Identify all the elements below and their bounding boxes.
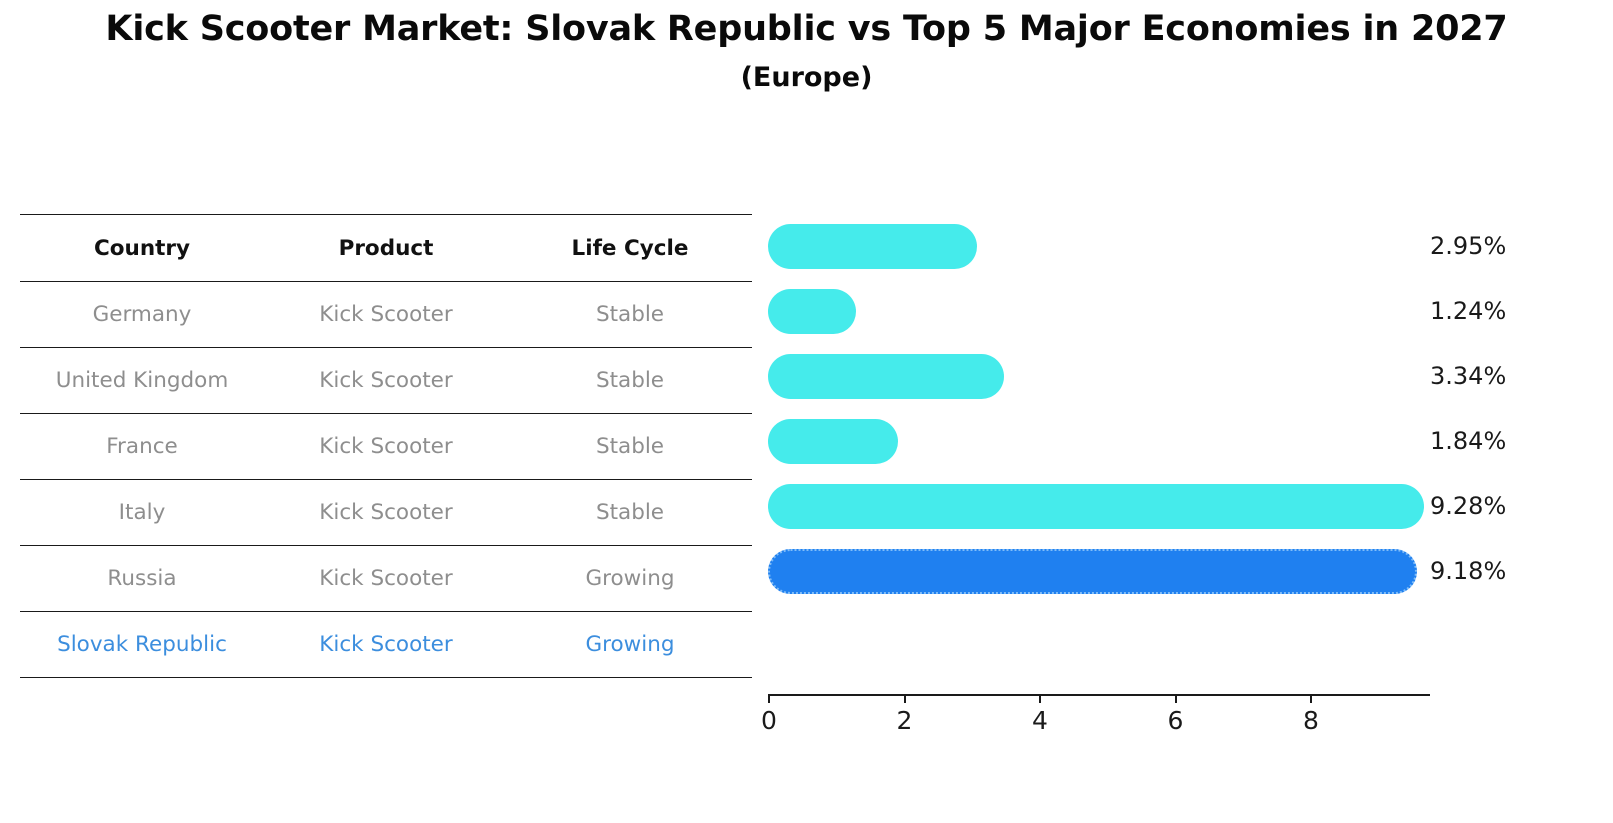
cell-country: Slovak Republic — [20, 611, 264, 678]
cell-life-cycle: Growing — [508, 611, 752, 678]
table-row: Slovak Republic Kick Scooter Growing — [20, 611, 752, 678]
table-row: Italy Kick Scooter Stable — [20, 479, 752, 546]
cell-country: United Kingdom — [20, 347, 264, 414]
cell-country: France — [20, 413, 264, 480]
cell-product: Kick Scooter — [264, 347, 508, 414]
bar-row: 9.18% — [768, 539, 1506, 604]
x-axis-tick — [1039, 694, 1042, 703]
chart-title-line-1: Kick Scooter Market: Slovak Republic vs … — [105, 9, 1508, 49]
x-axis-tick — [1174, 694, 1177, 703]
x-axis: 0 2 4 6 8 — [761, 694, 1430, 754]
cell-product: Kick Scooter — [264, 545, 508, 612]
cell-life-cycle: Stable — [508, 479, 752, 546]
column-header-life-cycle: Life Cycle — [508, 214, 752, 282]
bar — [768, 484, 1425, 529]
x-axis-tick-label: 8 — [1303, 706, 1319, 735]
bar-row: 9.28% — [768, 474, 1506, 539]
x-axis-line — [768, 694, 1430, 697]
x-axis-tick-label: 0 — [761, 706, 777, 735]
bar — [768, 224, 977, 269]
table-header: Country Product Life Cycle — [20, 214, 752, 282]
bar-value-label: 1.84% — [1430, 427, 1507, 455]
x-axis-tick — [768, 694, 771, 703]
bar — [768, 289, 856, 334]
x-axis-tick-label: 4 — [1032, 706, 1048, 735]
table-row: France Kick Scooter Stable — [20, 413, 752, 480]
chart-title-line-2: (Europe) — [740, 61, 873, 93]
column-header-country: Country — [20, 214, 264, 282]
x-axis-tick — [1310, 694, 1313, 703]
bar-row: 1.24% — [768, 279, 1506, 344]
bar-row: 1.84% — [768, 409, 1506, 474]
bars-layer: 2.95% 1.24% 3.34% 1.84% 9.28% 9.18% — [768, 214, 1506, 694]
bar-value-label: 1.24% — [1430, 297, 1507, 325]
cell-life-cycle: Growing — [508, 545, 752, 612]
table-row: Germany Kick Scooter Stable — [20, 281, 752, 348]
bar-value-label: 3.34% — [1430, 362, 1507, 390]
country-table-container: Country Product Life Cycle Germany Kick S… — [20, 214, 752, 678]
cell-product: Kick Scooter — [264, 611, 508, 678]
table-row: Russia Kick Scooter Growing — [20, 545, 752, 612]
x-axis-tick-label: 6 — [1167, 706, 1184, 735]
x-axis-tick — [903, 694, 906, 703]
bar — [768, 354, 1005, 399]
cell-product: Kick Scooter — [264, 479, 508, 546]
bar-value-label: 9.18% — [1430, 557, 1507, 585]
cell-life-cycle: Stable — [508, 413, 752, 480]
cell-product: Kick Scooter — [264, 413, 508, 480]
cell-product: Kick Scooter — [264, 281, 508, 348]
bar-chart: 2.95% 1.24% 3.34% 1.84% 9.28% 9.18% 0 2 4 6 8 — [761, 214, 1506, 735]
chart-title: Kick Scooter Market: Slovak Republic vs … — [0, 8, 1613, 96]
bar-highlighted — [768, 549, 1418, 594]
cell-country: Germany — [20, 281, 264, 348]
cell-country: Italy — [20, 479, 264, 546]
bar-value-label: 9.28% — [1430, 492, 1507, 520]
table-header-row: Country Product Life Cycle — [20, 214, 752, 282]
column-header-product: Product — [264, 214, 508, 282]
table-body: Germany Kick Scooter Stable United Kingdom K… — [20, 281, 752, 678]
table-row: United Kingdom Kick Scooter Stable — [20, 347, 752, 414]
x-axis-tick-label: 2 — [896, 706, 913, 735]
bar — [768, 419, 899, 464]
cell-life-cycle: Stable — [508, 347, 752, 414]
cell-life-cycle: Stable — [508, 281, 752, 348]
country-table: Country Product Life Cycle Germany Kick S… — [20, 214, 752, 678]
bar-value-label: 2.95% — [1430, 232, 1507, 260]
bar-row: 2.95% — [768, 214, 1506, 279]
bar-row: 3.34% — [768, 344, 1506, 409]
cell-country: Russia — [20, 545, 264, 612]
